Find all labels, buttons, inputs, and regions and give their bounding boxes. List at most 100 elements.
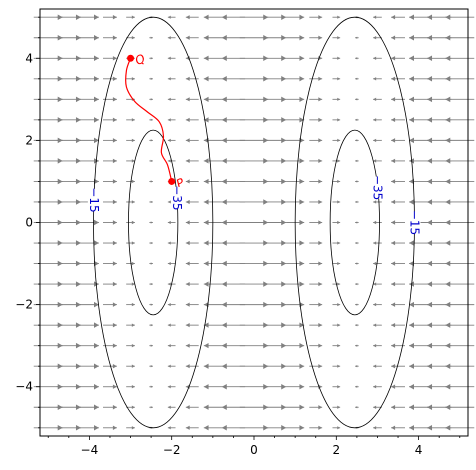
vector-arrow [79,219,99,226]
vector-arrow-head [409,260,414,267]
vector-arrow [185,158,199,164]
vector-arrow-head [94,137,99,144]
vector-arrow [391,220,405,225]
vector-arrow-head [373,220,377,225]
vector-arrow [373,220,382,225]
vector-arrow [445,404,475,411]
vector-arrow-head [112,281,117,287]
vector-arrow [126,302,135,307]
vector-arrow [286,281,305,287]
vector-arrow-head [185,76,190,81]
vector-arrow [373,77,382,81]
vector-arrow [391,76,405,82]
vector-arrow-head [167,220,171,225]
vector-arrow-head [150,98,153,101]
vector-arrow [391,158,405,164]
vector-arrow [56,322,81,328]
vector-arrow [167,15,176,19]
vector-arrow [149,241,153,245]
vector-arrow-head [94,301,99,308]
vector-arrow-head [337,426,341,430]
vector-arrow [185,199,199,205]
vector-arrow [203,281,222,287]
vector-arrow [286,14,305,20]
vector-arrow-head [409,199,414,205]
vector-arrow-head [391,343,396,348]
vector-arrow [79,404,99,410]
vector-arrow [309,240,323,246]
x-tick-label: 4 [415,443,423,457]
vector-arrow [445,55,475,62]
vector-arrow [185,364,199,369]
vector-arrow [309,220,323,225]
vector-arrow-head [337,344,341,348]
vector-arrow [185,343,199,348]
vector-arrow-head [373,405,377,409]
vector-arrow-head [355,159,358,163]
vector-arrow [286,96,305,102]
vector-arrow [445,199,475,205]
vector-arrow-head [185,405,190,410]
vector-arrow-head [391,97,396,102]
vector-arrow [309,405,323,410]
vector-arrow [126,138,135,143]
vector-arrow [56,219,81,226]
vector-arrow-head [355,180,358,183]
vector-arrow [309,199,323,205]
vector-arrow-head [427,199,433,205]
vector-arrow [355,57,359,60]
vector-arrow [355,98,359,101]
vector-arrow-head [203,117,209,123]
vector-arrow-head [445,322,451,328]
vector-arrow [262,404,287,411]
vector-arrow-head [185,323,190,328]
vector-arrow [126,159,135,163]
vector-arrow-head [355,262,358,265]
vector-arrow [167,261,176,266]
vector-arrow-head [221,96,227,103]
vector-arrow [167,138,176,142]
vector-arrow-head [355,36,358,39]
vector-arrow-head [112,220,117,225]
vector-arrow-head [337,200,341,204]
vector-arrow [262,342,287,349]
vector-arrow [409,260,429,267]
vector-arrow-head [299,178,305,185]
vector-arrow-head [299,363,305,369]
vector-arrow [79,363,99,369]
x-tick-label: 2 [332,443,340,457]
vector-arrow [445,137,475,144]
vector-arrow-head [150,180,153,183]
vector-arrow-head [94,55,99,61]
vector-arrow [445,158,475,164]
vector-arrow [103,158,117,164]
vector-arrow-head [203,178,209,185]
vector-arrow [103,405,117,410]
vector-arrow-head [299,343,305,349]
vector-arrow [332,220,341,225]
vector-arrow [445,281,475,287]
vector-arrow-head [221,14,227,20]
vector-arrow-head [373,261,377,266]
vector-arrow-head [391,322,396,328]
vector-arrow-head [355,282,358,286]
vector-arrow [103,240,117,246]
vector-arrow-head [75,383,81,390]
vector-arrow-head [131,261,135,266]
vector-arrow-head [150,200,153,204]
vector-arrow-head [221,137,227,144]
vector-arrow-head [299,302,305,308]
vector-arrow-head [167,261,171,266]
vector-arrow-head [131,302,135,307]
vector-arrow [286,137,305,143]
vector-arrow-head [167,138,171,142]
vector-arrow-head [150,262,153,265]
vector-arrow-head [299,281,305,287]
vector-arrow [79,301,99,308]
vector-arrow-head [112,76,117,82]
vector-arrow-head [167,385,171,389]
vector-arrow [373,426,382,430]
vector-arrow-head [94,260,99,267]
vector-arrow-head [185,302,190,307]
vector-arrow [185,56,199,61]
